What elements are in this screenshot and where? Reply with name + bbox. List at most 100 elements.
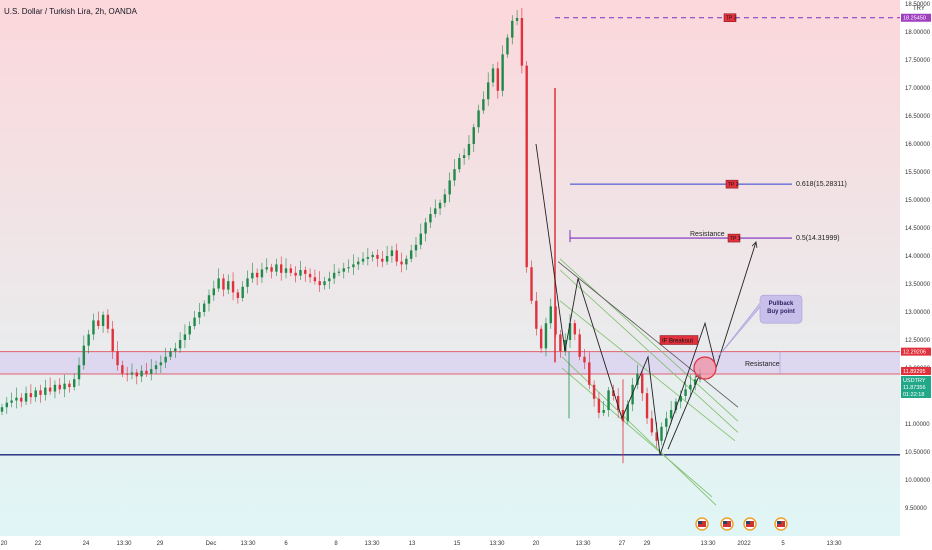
- candle-body[interactable]: [304, 270, 307, 274]
- candle-body[interactable]: [241, 286, 244, 298]
- candle-body[interactable]: [231, 281, 235, 293]
- candle[interactable]: [669, 401, 673, 424]
- candle-body[interactable]: [684, 389, 687, 396]
- candle[interactable]: [63, 374, 66, 398]
- time-axis-background[interactable]: [0, 536, 932, 550]
- candle[interactable]: [448, 172, 451, 203]
- candle[interactable]: [515, 10, 519, 26]
- candle-body[interactable]: [520, 18, 524, 66]
- candle-body[interactable]: [626, 404, 629, 422]
- candle[interactable]: [188, 321, 191, 340]
- candle-body[interactable]: [183, 334, 187, 340]
- candle-body[interactable]: [275, 264, 278, 272]
- candle-body[interactable]: [515, 18, 519, 21]
- candle-body[interactable]: [116, 351, 119, 366]
- candle[interactable]: [424, 217, 427, 242]
- candle[interactable]: [58, 378, 61, 394]
- candle[interactable]: [169, 347, 172, 361]
- candle[interactable]: [544, 317, 548, 357]
- candle[interactable]: [674, 398, 678, 414]
- candle[interactable]: [231, 272, 235, 301]
- candle[interactable]: [689, 374, 692, 398]
- candle-body[interactable]: [472, 127, 475, 144]
- candle-body[interactable]: [121, 365, 124, 374]
- candle-body[interactable]: [674, 401, 678, 410]
- candle-body[interactable]: [20, 397, 23, 402]
- candle[interactable]: [443, 188, 447, 208]
- candle[interactable]: [10, 392, 13, 408]
- candle[interactable]: [429, 207, 432, 228]
- candle-body[interactable]: [48, 387, 52, 392]
- tp2-marker[interactable]: TP 2: [725, 179, 739, 189]
- candle[interactable]: [116, 341, 119, 371]
- candle-body[interactable]: [588, 362, 591, 385]
- candle-body[interactable]: [217, 278, 220, 289]
- candle[interactable]: [227, 274, 230, 295]
- candle-body[interactable]: [270, 267, 273, 272]
- candle-body[interactable]: [535, 300, 538, 329]
- candle-body[interactable]: [631, 384, 634, 405]
- candle[interactable]: [414, 236, 418, 258]
- candle[interactable]: [438, 199, 442, 216]
- candle-body[interactable]: [289, 268, 293, 273]
- candle[interactable]: [275, 258, 278, 277]
- candle-body[interactable]: [154, 365, 158, 370]
- candle-body[interactable]: [280, 264, 283, 273]
- candle[interactable]: [400, 252, 403, 273]
- candle[interactable]: [87, 329, 90, 354]
- candle-body[interactable]: [506, 37, 509, 55]
- candle-body[interactable]: [361, 258, 365, 262]
- candle[interactable]: [313, 269, 317, 285]
- candle[interactable]: [588, 352, 591, 390]
- candle-body[interactable]: [34, 390, 37, 398]
- candle[interactable]: [660, 422, 663, 446]
- candle-body[interactable]: [458, 158, 461, 170]
- candle[interactable]: [520, 7, 524, 74]
- candle-body[interactable]: [251, 272, 254, 279]
- candle[interactable]: [328, 271, 331, 290]
- candle-body[interactable]: [63, 383, 66, 390]
- candle-body[interactable]: [39, 390, 42, 395]
- candle-body[interactable]: [549, 306, 552, 324]
- candle-body[interactable]: [357, 261, 360, 265]
- candle[interactable]: [549, 298, 552, 329]
- candle[interactable]: [140, 365, 143, 382]
- candle-body[interactable]: [462, 155, 466, 158]
- candle[interactable]: [53, 380, 57, 399]
- candle-body[interactable]: [597, 398, 601, 413]
- candle-body[interactable]: [77, 365, 81, 380]
- candle-body[interactable]: [328, 278, 331, 282]
- candle[interactable]: [568, 314, 572, 348]
- candle-body[interactable]: [612, 390, 615, 396]
- candle[interactable]: [92, 313, 95, 340]
- candle[interactable]: [381, 250, 384, 268]
- candle[interactable]: [202, 300, 206, 317]
- breakout-label-box[interactable]: [659, 335, 699, 345]
- candle[interactable]: [318, 271, 321, 292]
- candle[interactable]: [284, 258, 288, 279]
- candle[interactable]: [20, 393, 23, 408]
- pullback-circle[interactable]: [693, 356, 717, 380]
- candle-body[interactable]: [0, 407, 4, 412]
- candle[interactable]: [453, 159, 456, 186]
- candle-body[interactable]: [111, 328, 114, 352]
- candle-body[interactable]: [207, 295, 211, 304]
- candle-body[interactable]: [92, 320, 95, 335]
- candle-body[interactable]: [342, 268, 345, 272]
- candle[interactable]: [0, 403, 4, 416]
- candle[interactable]: [506, 34, 509, 58]
- candle-body[interactable]: [313, 277, 317, 282]
- candle[interactable]: [390, 245, 394, 263]
- candle-body[interactable]: [544, 323, 548, 349]
- candle-body[interactable]: [592, 384, 596, 399]
- candle[interactable]: [135, 369, 138, 385]
- candle-body[interactable]: [660, 426, 663, 441]
- candle[interactable]: [270, 263, 273, 279]
- candle-body[interactable]: [130, 372, 134, 375]
- candle[interactable]: [77, 357, 81, 386]
- candle[interactable]: [693, 374, 697, 391]
- candle-body[interactable]: [10, 400, 13, 403]
- candle-body[interactable]: [419, 233, 422, 245]
- candle-body[interactable]: [82, 345, 86, 366]
- candle[interactable]: [332, 263, 336, 284]
